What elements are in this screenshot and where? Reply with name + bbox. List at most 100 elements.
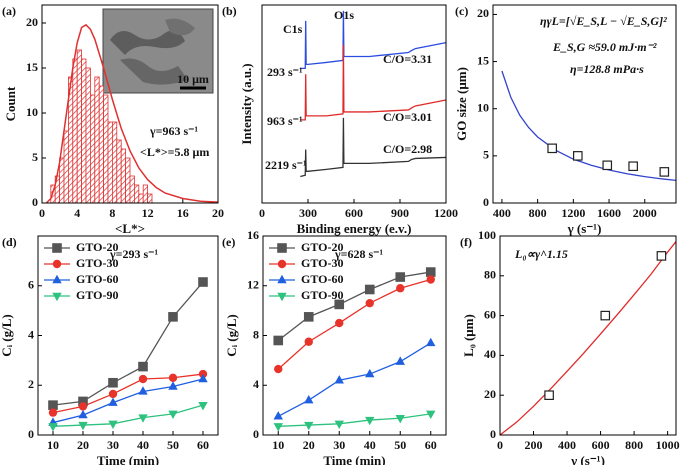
marker (426, 275, 435, 284)
plot-area (45, 23, 219, 204)
bar (94, 76, 100, 204)
bar (129, 175, 135, 204)
legend-label: GTO-20 (76, 240, 118, 254)
x-tick-label: 10 (47, 438, 59, 452)
marker (78, 409, 88, 419)
x-axis-title: γ (s⁻¹) (567, 221, 602, 236)
marker (426, 337, 436, 347)
y-tick-label: 0 (253, 427, 259, 441)
marker (395, 415, 405, 424)
bar (72, 58, 78, 204)
series-line (52, 404, 204, 427)
x-tick-label: 800 (529, 206, 547, 220)
marker (168, 373, 178, 382)
y-axis-title: Intensity (a.u.) (239, 63, 254, 144)
x-tick-label: 12 (142, 206, 154, 220)
y-axis-title: L₀ (μm) (461, 314, 476, 357)
x-tick-label: 20 (303, 438, 315, 452)
marker (273, 335, 284, 346)
bar (76, 49, 82, 204)
series-line (300, 117, 447, 178)
marker (48, 408, 58, 417)
annotation: C/O=3.31 (383, 52, 432, 66)
series-label: 963 s⁻¹ (267, 114, 303, 128)
marker (547, 143, 557, 154)
panel-label: (a) (2, 4, 16, 18)
bar (138, 193, 144, 204)
bar (98, 85, 104, 204)
bar (133, 184, 140, 204)
x-axis-title: <L*> (115, 221, 145, 236)
legend-label: GTO-20 (301, 240, 343, 254)
marker (273, 411, 283, 420)
y-tick-label: 20 (484, 387, 496, 401)
marker (365, 298, 374, 308)
bar (81, 58, 87, 204)
legend-label: GTO-30 (301, 256, 343, 270)
x-tick-label: 20 (212, 206, 224, 220)
y-tick-label: 60 (484, 307, 496, 321)
marker (573, 151, 583, 161)
x-tick-label: 0 (259, 206, 265, 220)
bar (85, 67, 91, 204)
series-label: 2219 s⁻¹ (265, 158, 307, 172)
marker (425, 267, 436, 277)
series-line (52, 378, 204, 424)
x-tick-label: 2000 (633, 206, 657, 220)
legend-marker (277, 259, 287, 269)
marker (138, 361, 148, 372)
y-tick-label: 0 (483, 195, 489, 209)
x-axis-title: Binding energy (e.v.) (297, 221, 412, 236)
y-tick-label: 12 (247, 278, 259, 292)
marker (48, 423, 58, 432)
series-label: 293 s⁻¹ (267, 65, 303, 79)
y-tick-label: 15 (26, 60, 38, 74)
y-axis-title: GO size (μm) (454, 67, 469, 141)
x-tick-label: 50 (167, 438, 179, 452)
x-tick-label: 8 (109, 206, 115, 220)
x-tick-label: 50 (394, 438, 406, 452)
x-tick-label: 60 (197, 438, 209, 452)
x-tick-label: 400 (493, 206, 511, 220)
marker (334, 299, 345, 310)
bar (125, 157, 131, 204)
legend-marker (52, 243, 62, 253)
marker (544, 390, 554, 400)
marker (48, 400, 58, 410)
plot-frame (41, 4, 219, 204)
annotation: C1s (283, 22, 303, 36)
marker (168, 410, 178, 420)
bar (103, 94, 109, 204)
marker (365, 416, 375, 426)
x-tick-label: 30 (333, 438, 345, 452)
marker (396, 284, 405, 293)
series-line (300, 10, 447, 70)
bar (63, 130, 69, 204)
y-tick-label: 4 (253, 377, 259, 391)
bar (116, 139, 122, 204)
y-tick-label: 20 (477, 6, 489, 20)
marker (198, 277, 208, 287)
x-tick-label: 600 (592, 438, 610, 452)
marker (198, 373, 208, 383)
y-tick-label: 10 (477, 100, 489, 114)
plot-frame (499, 235, 677, 436)
marker (656, 251, 667, 261)
y-tick-label: 0 (28, 427, 34, 441)
marker (273, 423, 283, 432)
marker (304, 337, 313, 346)
marker (108, 397, 118, 406)
marker (304, 394, 314, 404)
marker (138, 414, 148, 423)
marker (335, 318, 344, 328)
plot-area (52, 281, 204, 427)
plot-frame (261, 4, 447, 204)
plot-area (499, 241, 677, 436)
legend-label: GTO-90 (76, 288, 118, 302)
y-tick-label: 16 (247, 228, 259, 242)
x-tick-label: 40 (137, 438, 149, 452)
plot-area (300, 10, 447, 178)
y-tick-label: 5 (32, 150, 38, 164)
legend-label: GTO-30 (76, 256, 118, 270)
series-line (52, 373, 204, 414)
